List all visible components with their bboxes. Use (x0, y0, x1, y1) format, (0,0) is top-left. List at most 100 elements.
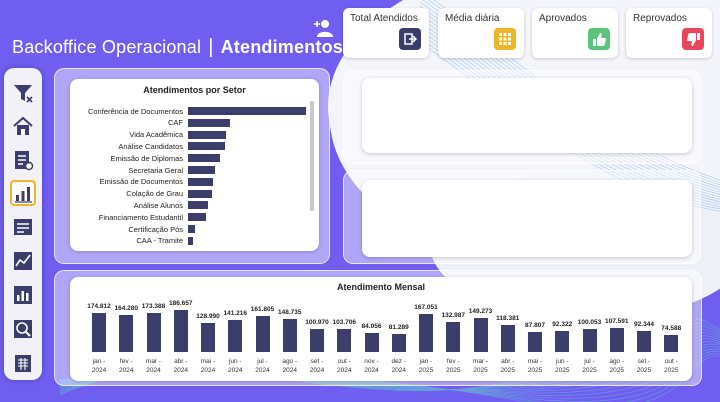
year-label-line: 2024 (146, 367, 161, 374)
mensal-value-label: 92.322 (552, 321, 573, 329)
sidebar-item-line-chart[interactable] (10, 248, 36, 274)
sidebar-item-filter[interactable] (10, 80, 36, 106)
setor-bar[interactable] (188, 154, 220, 163)
month-label-line: nov - (364, 358, 379, 365)
setor-bar[interactable] (188, 201, 209, 210)
month-label-line: jun - (555, 358, 569, 365)
year-label-line: 2025 (582, 367, 597, 374)
mensal-category-label: set - 2025 (629, 357, 659, 375)
mensal-bar[interactable] (555, 331, 570, 352)
mensal-category-label: jun - 2024 (220, 357, 250, 375)
sidebar-item-table[interactable] (10, 214, 36, 240)
mensal-bar[interactable] (310, 329, 324, 352)
setor-bar[interactable] (188, 130, 226, 139)
mensal-category-label: jul - 2025 (575, 357, 605, 375)
sidebar-nav (4, 68, 42, 380)
mensal-bar[interactable] (173, 310, 188, 352)
setor-bar[interactable] (188, 166, 216, 174)
year-label-line: 2024 (228, 367, 243, 374)
mensal-bar[interactable] (419, 314, 433, 352)
setor-chart-scrollbar[interactable] (310, 101, 314, 211)
search-chart-icon (14, 320, 32, 338)
sidebar-item-calendar[interactable] (10, 350, 36, 376)
mensal-value-label: 186.657 (169, 300, 193, 307)
mensal-bar[interactable] (228, 320, 243, 352)
year-label-line: 2025 (555, 367, 570, 374)
year-label-line: 2024 (364, 367, 379, 374)
mensal-category-label: jul - 2024 (248, 357, 278, 375)
year-label-line: 2024 (391, 367, 406, 374)
mensal-bar[interactable] (364, 333, 379, 352)
setor-bar[interactable] (188, 118, 231, 127)
sidebar-item-search-chart[interactable] (10, 316, 36, 342)
kpi-total-atendidos[interactable]: Total Atendidos (343, 8, 429, 58)
setor-bar[interactable] (188, 236, 193, 245)
sidebar-item-report[interactable] (10, 147, 36, 173)
sidebar-item-home[interactable] (10, 113, 36, 139)
month-label-line: jan - (92, 358, 106, 365)
mensal-category-label: abr - 2024 (166, 357, 196, 375)
month-label-line: set - (637, 358, 651, 365)
month-label-line: mar - (145, 358, 162, 365)
mensal-bar[interactable] (446, 322, 461, 352)
setor-bar[interactable] (188, 107, 306, 115)
setor-category-label: Financiamento Estudantil (98, 212, 183, 222)
mensal-category-label: abr - 2025 (493, 357, 523, 375)
mensal-chart-title: Atendimento Mensal (336, 282, 425, 292)
setor-bar[interactable] (188, 177, 213, 186)
mensal-bar[interactable] (528, 332, 542, 352)
year-label-line: 2024 (255, 367, 270, 374)
mensal-category-label: jun - 2025 (547, 357, 577, 375)
mensal-category-label: fev - 2024 (111, 357, 141, 375)
mensal-value-label: 118.381 (496, 315, 520, 323)
setor-category-label: Colação de Grau (126, 189, 183, 199)
month-label-line: ago - (609, 358, 625, 365)
mensal-value-label: 141.216 (223, 310, 248, 318)
setor-bar[interactable] (188, 225, 196, 233)
month-label-line: mai - (527, 358, 543, 365)
mensal-bar[interactable] (664, 335, 679, 352)
mensal-bar[interactable] (637, 331, 651, 352)
mensal-category-label: ago - 2024 (275, 357, 305, 375)
mensal-bar[interactable] (146, 312, 161, 352)
setor-category-label: Certificação Pós (128, 224, 183, 234)
mensal-category-label: jan - 2024 (84, 357, 114, 375)
month-label-line: fev - (446, 358, 460, 365)
setor-category-label: Secretaria Geral (128, 165, 183, 175)
setor-bar[interactable] (188, 213, 206, 222)
mensal-bar[interactable] (609, 327, 624, 352)
kpi-media-diaria[interactable]: Média diária (438, 8, 524, 58)
mensal-bar[interactable] (500, 325, 515, 352)
year-label-line: 2024 (309, 367, 325, 374)
year-label-line: 2025 (500, 367, 515, 374)
mensal-bar[interactable] (282, 318, 297, 352)
mensal-bar[interactable] (201, 322, 215, 352)
mensal-bar[interactable] (473, 318, 488, 352)
sidebar-item-analytics[interactable] (10, 282, 36, 308)
month-label-line: abr - (501, 358, 515, 365)
page-title: Backoffice Operacional | Atendimentos (12, 36, 343, 58)
add-user-icon[interactable] (312, 18, 334, 38)
kpi-reprovados[interactable]: Reprovados (626, 8, 712, 58)
sidebar-item-bar-chart[interactable] (10, 180, 36, 206)
setor-bar[interactable] (188, 142, 225, 151)
mensal-category-label: mai - 2024 (193, 357, 223, 375)
mensal-category-label: jan - 2025 (411, 357, 441, 375)
mensal-value-label: 132.987 (441, 312, 466, 320)
mensal-bar[interactable] (92, 312, 106, 352)
year-label-line: 2025 (664, 367, 679, 374)
mensal-bar[interactable] (255, 315, 270, 352)
setor-bar[interactable] (188, 189, 212, 198)
mensal-value-label: 84.056 (361, 323, 382, 331)
month-label-line: set - (310, 358, 324, 365)
empty-panel-1 (362, 78, 692, 153)
mensal-value-label: 161.805 (250, 305, 275, 313)
mensal-bar[interactable] (391, 333, 406, 352)
year-label-line: 2025 (636, 367, 652, 374)
kpi-aprovados[interactable]: Aprovados (532, 8, 618, 58)
mensal-value-label: 148.735 (278, 308, 302, 316)
mensal-bar[interactable] (582, 329, 597, 352)
year-label-line: 2025 (446, 367, 461, 374)
mensal-bar[interactable] (337, 328, 352, 352)
mensal-bar[interactable] (119, 315, 134, 352)
